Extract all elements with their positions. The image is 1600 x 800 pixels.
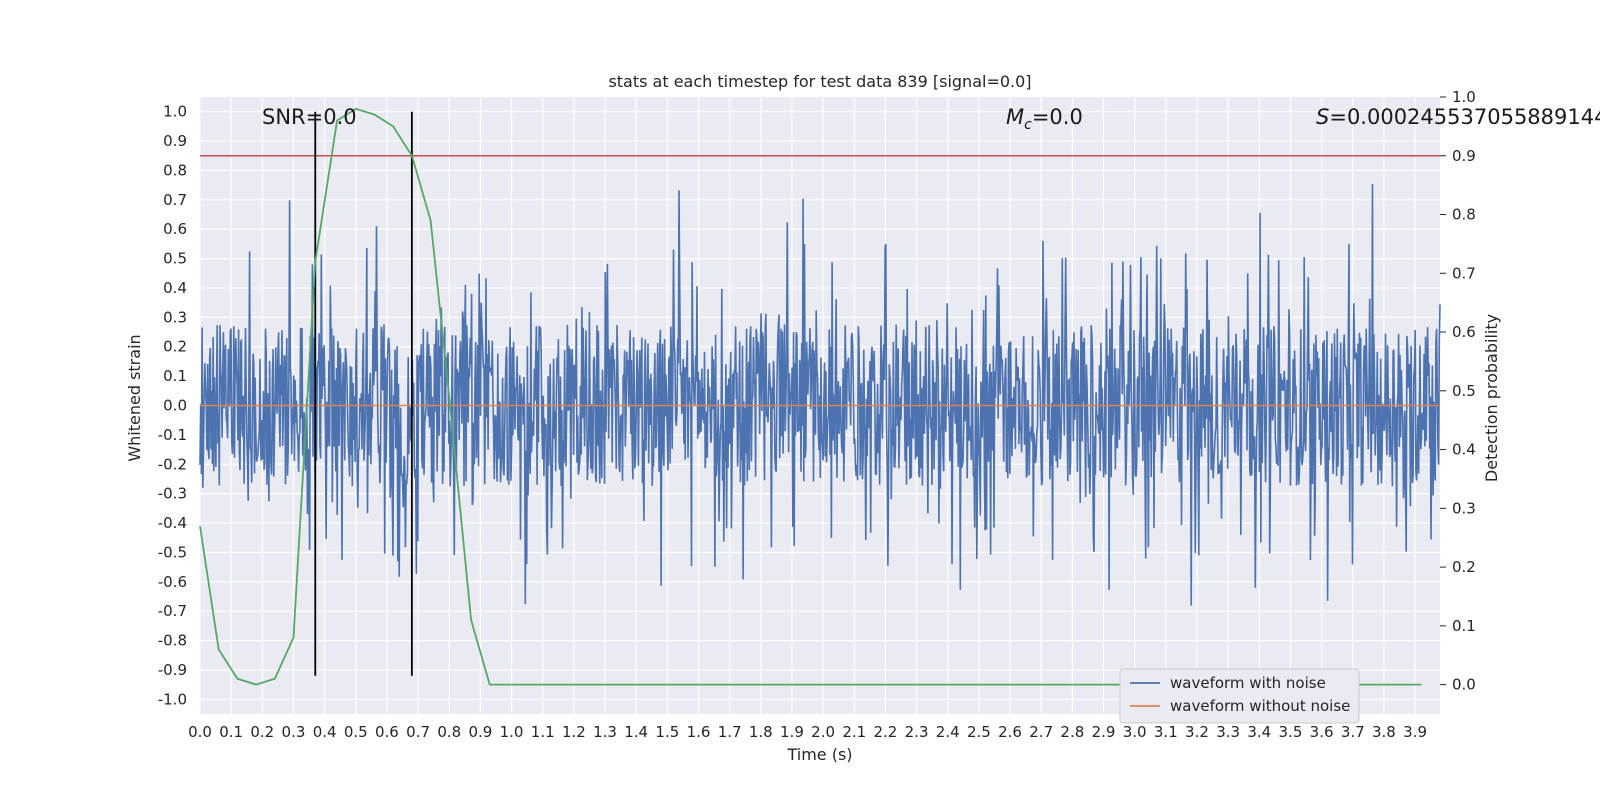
mc-value: =0.0 bbox=[1032, 105, 1083, 129]
x-tick-label: 0.2 bbox=[250, 723, 274, 741]
legend-label-noise: waveform with noise bbox=[1170, 674, 1326, 692]
y2-tick-label: 0.8 bbox=[1452, 206, 1476, 224]
mc-annotation: Mc=0.0 bbox=[1006, 105, 1083, 133]
x-tick-label: 3.3 bbox=[1216, 723, 1240, 741]
x-tick-label: 0.6 bbox=[375, 723, 399, 741]
snr-annotation: SNR=0.0 bbox=[262, 105, 357, 129]
y-tick-label: 0.8 bbox=[163, 161, 187, 179]
y-tick-label: 0.7 bbox=[163, 191, 187, 209]
y-tick-label: 0.5 bbox=[163, 250, 187, 268]
y-axis-title: Whitened strain bbox=[125, 334, 144, 461]
y2-tick-label: 0.2 bbox=[1452, 558, 1476, 576]
y2-tick-label: 1.0 bbox=[1452, 88, 1476, 106]
y-tick-label: 0.4 bbox=[163, 279, 187, 297]
x-tick-label: 2.1 bbox=[842, 723, 866, 741]
y-tick-label: 0.6 bbox=[163, 220, 187, 238]
x-tick-label: 0.7 bbox=[406, 723, 430, 741]
y-tick-label: -0.7 bbox=[158, 602, 187, 620]
y2-tick-label: 0.0 bbox=[1452, 676, 1476, 694]
x-tick-label: 2.0 bbox=[811, 723, 835, 741]
x-tick-label: 1.6 bbox=[687, 723, 711, 741]
y2-tick-label: 0.6 bbox=[1452, 323, 1476, 341]
x-axis-title: Time (s) bbox=[786, 745, 852, 764]
y-tick-label: -0.9 bbox=[158, 661, 187, 679]
x-tick-label: 3.0 bbox=[1123, 723, 1147, 741]
x-tick-label: 2.9 bbox=[1092, 723, 1116, 741]
x-tick-label: 1.8 bbox=[749, 723, 773, 741]
x-tick-label: 1.2 bbox=[562, 723, 586, 741]
x-tick-label: 3.6 bbox=[1310, 723, 1334, 741]
noise-waveform-series bbox=[199, 183, 1441, 606]
x-tick-label: 3.1 bbox=[1154, 723, 1178, 741]
legend: waveform with noise waveform without noi… bbox=[1119, 668, 1360, 724]
x-tick-label: 1.3 bbox=[593, 723, 617, 741]
x-tick-label: 3.2 bbox=[1185, 723, 1209, 741]
y-tick-label: 0.9 bbox=[163, 132, 187, 150]
x-tick-labels: 0.0 0.1 0.2 0.3 0.4 0.5 0.6 0.7 0.8 0.9 1.0 1.1 1.2 1… bbox=[188, 723, 1427, 741]
x-tick-label: 0.0 bbox=[188, 723, 212, 741]
y-tick-label: 0.3 bbox=[163, 308, 187, 326]
x-tick-label: 3.7 bbox=[1341, 723, 1365, 741]
x-tick-label: 3.5 bbox=[1279, 723, 1303, 741]
legend-label-clean: waveform without noise bbox=[1170, 697, 1350, 715]
x-tick-label: 3.9 bbox=[1403, 723, 1427, 741]
x-tick-label: 3.8 bbox=[1372, 723, 1396, 741]
y2-tick-label: 0.5 bbox=[1452, 382, 1476, 400]
x-tick-label: 1.9 bbox=[780, 723, 804, 741]
x-tick-label: 0.8 bbox=[437, 723, 461, 741]
y-tick-label: -0.6 bbox=[158, 573, 187, 591]
y-tick-label: -0.8 bbox=[158, 632, 187, 650]
x-tick-label: 2.5 bbox=[967, 723, 991, 741]
s-value: =0.0002455370558891446 bbox=[1329, 105, 1600, 129]
x-tick-label: 1.5 bbox=[655, 723, 679, 741]
x-tick-label: 1.0 bbox=[500, 723, 524, 741]
mc-symbol: M bbox=[1006, 105, 1024, 129]
y-tick-label: 0.1 bbox=[163, 367, 187, 385]
y-tick-label: -0.3 bbox=[158, 485, 187, 503]
x-tick-label: 0.5 bbox=[344, 723, 368, 741]
y2-tick-labels: 1.0 0.9 0.8 0.7 0.6 0.5 0.4 0.3 0.2 0.1 0.0 bbox=[1440, 88, 1476, 694]
noise-waveform-path bbox=[199, 183, 1441, 606]
y-tick-label: 0.0 bbox=[163, 397, 187, 415]
event-markers bbox=[314, 111, 413, 676]
y2-tick-label: 0.7 bbox=[1452, 264, 1476, 282]
x-tick-label: 2.7 bbox=[1029, 723, 1053, 741]
x-tick-label: 0.3 bbox=[282, 723, 306, 741]
x-tick-label: 1.4 bbox=[624, 723, 648, 741]
x-tick-label: 2.3 bbox=[905, 723, 929, 741]
x-tick-label: 1.1 bbox=[531, 723, 555, 741]
x-tick-label: 1.7 bbox=[718, 723, 742, 741]
y-tick-label: -0.1 bbox=[158, 426, 187, 444]
y-tick-label: -0.4 bbox=[158, 514, 187, 532]
x-tick-label: 2.6 bbox=[998, 723, 1022, 741]
legend-box bbox=[1119, 668, 1360, 724]
x-tick-label: 0.9 bbox=[468, 723, 492, 741]
detection-probability-line bbox=[199, 107, 1422, 686]
y2-tick-label: 0.4 bbox=[1452, 441, 1476, 459]
y-tick-label: 0.2 bbox=[163, 338, 187, 356]
y-tick-label: -1.0 bbox=[158, 690, 187, 708]
x-tick-label: 2.2 bbox=[873, 723, 897, 741]
x-tick-label: 2.8 bbox=[1060, 723, 1084, 741]
mc-subscript: c bbox=[1024, 117, 1032, 133]
s-annotation: S=0.0002455370558891446 bbox=[1316, 105, 1600, 129]
y-tick-label: 1.0 bbox=[163, 103, 187, 121]
y-tick-label: -0.5 bbox=[158, 543, 187, 561]
x-tick-label: 0.4 bbox=[313, 723, 337, 741]
y-tick-label: -0.2 bbox=[158, 455, 187, 473]
s-symbol: S bbox=[1316, 105, 1329, 129]
x-tick-label: 0.1 bbox=[219, 723, 243, 741]
y2-tick-label: 0.9 bbox=[1452, 147, 1476, 165]
x-tick-label: 3.4 bbox=[1247, 723, 1271, 741]
y2-tick-label: 0.1 bbox=[1452, 617, 1476, 635]
y2-tick-label: 0.3 bbox=[1452, 499, 1476, 517]
y2-axis-title: Detection probability bbox=[1482, 314, 1501, 482]
chart-title: stats at each timestep for test data 839… bbox=[608, 72, 1031, 91]
y-tick-labels: 1.0 0.9 0.8 0.7 0.6 0.5 0.4 0.3 0.2 0.1 0.0 -0.1 -0.… bbox=[158, 103, 187, 709]
x-tick-label: 2.4 bbox=[936, 723, 960, 741]
